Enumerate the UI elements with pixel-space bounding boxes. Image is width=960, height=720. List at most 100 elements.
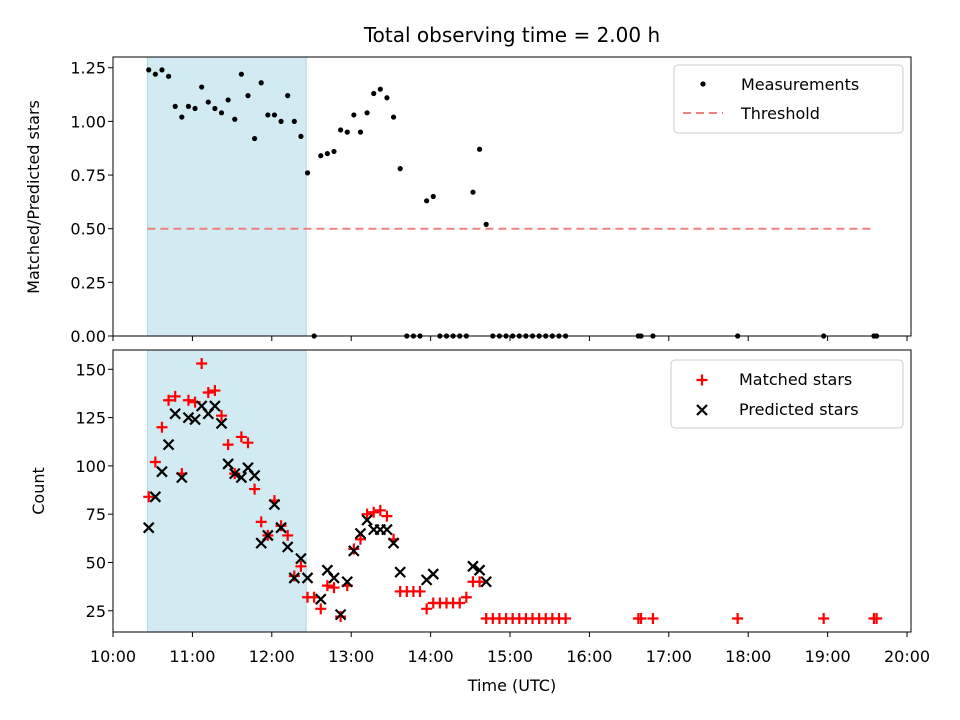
matched-star-point bbox=[216, 410, 228, 422]
measurement-point bbox=[298, 133, 304, 140]
measurement-point bbox=[483, 221, 489, 227]
bottom-y-ticks: 25 50 75 100 125 150 bbox=[75, 360, 113, 621]
matched-star-point bbox=[348, 543, 360, 555]
matched-star-point bbox=[156, 421, 168, 433]
matched-star-point bbox=[315, 603, 327, 615]
matched-star-point bbox=[871, 612, 883, 624]
measurement-point bbox=[476, 146, 483, 152]
y-tick-label: 75 bbox=[86, 505, 106, 524]
matched-star-point bbox=[249, 483, 261, 495]
predicted-star-point bbox=[209, 400, 221, 412]
matched-star-point bbox=[421, 603, 433, 615]
legend-matched-marker bbox=[696, 374, 708, 386]
matched-star-point bbox=[295, 560, 307, 572]
measurement-point bbox=[258, 80, 264, 86]
measurement-point bbox=[205, 99, 211, 105]
predicted-star-point bbox=[381, 523, 393, 536]
matched-star-point bbox=[235, 431, 247, 443]
bottom-x-ticks: 10:00 11:00 12:00 13:00 14:00 15:00 16:00 17:00… bbox=[90, 632, 930, 666]
x-tick-label: 14:00 bbox=[408, 647, 454, 666]
matched-star-point bbox=[560, 612, 572, 624]
measurement-point bbox=[324, 150, 330, 157]
measurement-point bbox=[344, 129, 350, 135]
measurement-point bbox=[278, 118, 284, 124]
measurement-point bbox=[245, 93, 251, 99]
matched-star-point bbox=[732, 612, 744, 624]
matched-star-point bbox=[374, 504, 386, 516]
legend-predicted-cross bbox=[696, 404, 708, 416]
y-tick-label: 150 bbox=[75, 360, 106, 379]
measurement-point bbox=[364, 110, 370, 116]
predicted-star-point bbox=[295, 552, 307, 565]
predicted-star-point bbox=[222, 458, 234, 470]
matched-star-point bbox=[460, 591, 472, 603]
bottom-legend-box bbox=[670, 359, 904, 429]
predicted-star-point bbox=[467, 560, 479, 573]
matched-star-point bbox=[149, 456, 161, 468]
matched-star-point bbox=[196, 358, 208, 370]
measurement-point bbox=[252, 135, 258, 142]
bottom-panel: 25 50 75 100 125 150 10:00 11:00 12:00 13:00 14:0… bbox=[29, 349, 930, 695]
predicted-star-point bbox=[228, 467, 241, 480]
measurement-point bbox=[146, 67, 152, 73]
measurement-point bbox=[225, 97, 231, 103]
x-tick-label: 18:00 bbox=[725, 647, 771, 666]
predicted-star-point bbox=[354, 527, 367, 540]
predicted-star-point bbox=[301, 572, 314, 584]
bottom-axes-frame bbox=[112, 349, 912, 633]
predicted-star-point bbox=[235, 471, 248, 484]
measurement-point bbox=[199, 84, 205, 90]
top-x-ticks bbox=[112, 336, 908, 341]
y-tick-label: 0.00 bbox=[70, 327, 106, 346]
measurement-point bbox=[371, 90, 377, 97]
measurement-point bbox=[192, 105, 198, 112]
top-shaded-region bbox=[146, 56, 307, 337]
predicted-star-point bbox=[281, 541, 294, 553]
measurement-point bbox=[318, 153, 324, 159]
top-y-ticks: 0.00 0.25 0.50 0.75 1.00 1.25 bbox=[70, 59, 113, 346]
predicted-stars-series bbox=[142, 400, 492, 621]
matched-star-point bbox=[328, 582, 340, 594]
legend-matched-label: Matched stars bbox=[739, 370, 852, 389]
measurement-point bbox=[377, 86, 383, 92]
predicted-star-point bbox=[162, 438, 175, 451]
matched-star-point bbox=[275, 520, 287, 532]
top-panel: 0.00 0.25 0.50 0.75 1.00 1.25 Matched/Predict… bbox=[24, 56, 912, 346]
y-tick-label: 1.00 bbox=[70, 112, 106, 131]
measurement-point bbox=[218, 110, 225, 116]
predicted-star-point bbox=[328, 572, 340, 584]
top-axes-frame bbox=[112, 56, 912, 337]
legend-measurements-marker bbox=[700, 81, 706, 87]
measurement-point bbox=[159, 67, 165, 73]
x-tick-label: 12:00 bbox=[249, 647, 295, 666]
y-tick-label: 125 bbox=[75, 409, 106, 428]
predicted-star-point bbox=[142, 521, 155, 534]
measurement-point bbox=[470, 189, 476, 195]
chart-title: Total observing time = 2.00 h bbox=[363, 23, 660, 47]
legend-predicted-marker bbox=[696, 404, 708, 416]
predicted-star-point bbox=[182, 411, 195, 424]
matched-star-point bbox=[288, 570, 300, 582]
x-tick-label: 15:00 bbox=[487, 647, 533, 666]
matched-star-point bbox=[209, 385, 221, 397]
predicted-star-point bbox=[427, 568, 440, 580]
measurement-point bbox=[271, 112, 278, 118]
measurement-point bbox=[232, 116, 238, 122]
predicted-star-point bbox=[169, 407, 181, 420]
y-tick-label: 1.25 bbox=[70, 59, 106, 78]
matched-star-point bbox=[354, 533, 366, 545]
top-legend-box bbox=[673, 64, 904, 134]
measurement-point bbox=[331, 148, 337, 155]
predicted-star-point bbox=[176, 471, 188, 484]
y-tick-label: 25 bbox=[86, 602, 106, 621]
legend-predicted-label: Predicted stars bbox=[739, 400, 859, 419]
measurement-point bbox=[424, 198, 430, 204]
matched-star-point bbox=[474, 576, 486, 588]
predicted-star-point bbox=[248, 469, 261, 482]
predicted-star-point bbox=[341, 576, 354, 588]
matched-star-point bbox=[143, 491, 155, 503]
matched-star-point bbox=[361, 508, 373, 520]
predicted-star-point bbox=[387, 537, 400, 549]
matched-star-point bbox=[255, 516, 267, 528]
